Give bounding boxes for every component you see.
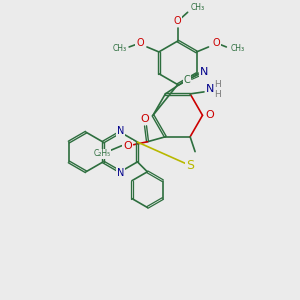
Text: O: O xyxy=(205,110,214,120)
Text: S: S xyxy=(186,159,194,172)
Text: CH₃: CH₃ xyxy=(190,3,205,12)
Text: O: O xyxy=(174,16,182,26)
Text: O: O xyxy=(123,141,132,151)
Text: C: C xyxy=(184,75,190,85)
Text: H: H xyxy=(214,80,221,89)
Text: O: O xyxy=(213,38,220,48)
Text: N: N xyxy=(206,84,214,94)
Text: CH₃: CH₃ xyxy=(112,44,126,53)
Text: O: O xyxy=(136,38,144,48)
Text: H: H xyxy=(214,90,221,99)
Text: N: N xyxy=(117,126,124,136)
Text: N: N xyxy=(117,168,124,178)
Text: C₂H₅: C₂H₅ xyxy=(93,149,111,158)
Text: CH₃: CH₃ xyxy=(230,44,244,53)
Text: N: N xyxy=(200,67,208,77)
Text: O: O xyxy=(140,114,149,124)
